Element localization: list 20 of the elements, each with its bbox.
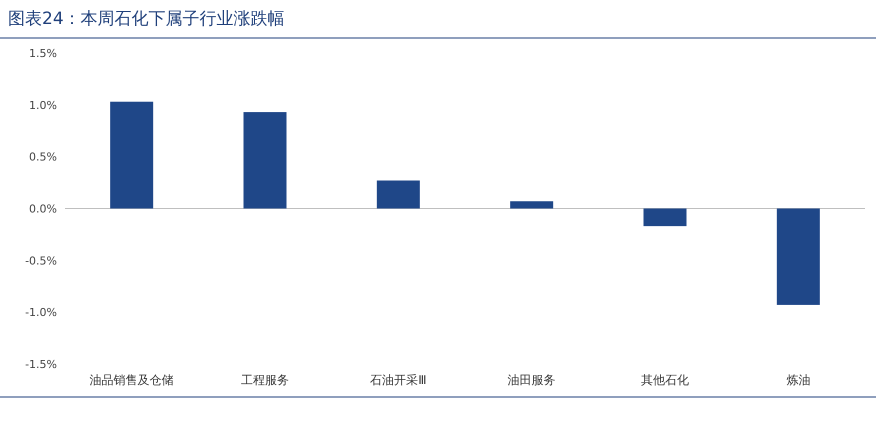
chart-title: 图表24：本周石化下属子行业涨跌幅 <box>8 9 285 29</box>
x-tick-label: 工程服务 <box>241 373 289 387</box>
x-tick-label: 油田服务 <box>508 373 556 387</box>
y-tick-label: 1.0% <box>29 98 57 112</box>
y-tick-label: -1.5% <box>25 358 57 371</box>
x-tick-label: 其他石化 <box>641 373 689 387</box>
bar <box>244 112 286 208</box>
x-tick-label: 炼油 <box>786 373 810 387</box>
y-tick-label: 1.5% <box>29 47 57 60</box>
x-tick-label: 石油开采Ⅲ <box>370 373 426 387</box>
y-tick-label: -1.0% <box>25 306 57 320</box>
bar <box>376 180 420 208</box>
bar <box>776 208 820 305</box>
bar <box>510 201 554 208</box>
y-tick-label: 0.5% <box>29 150 57 164</box>
bar <box>644 208 686 226</box>
y-tick-label: -0.5% <box>25 254 57 268</box>
x-tick-label: 油品销售及仓储 <box>90 373 174 387</box>
y-tick-label: 0.0% <box>29 202 57 216</box>
bar <box>110 102 154 208</box>
